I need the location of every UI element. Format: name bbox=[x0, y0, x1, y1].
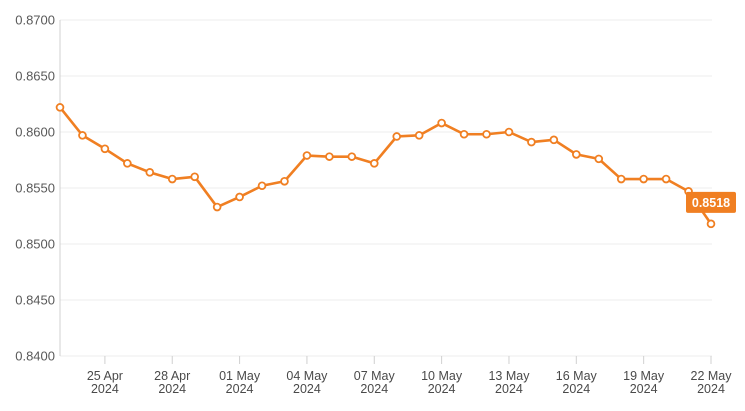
data-point bbox=[55, 103, 65, 112]
data-point bbox=[100, 144, 110, 154]
y-axis-ticks: 0.8700 0.8650 0.8600 0.8550 0.8500 0.8450 0.84… bbox=[15, 13, 55, 364]
data-point bbox=[257, 181, 267, 191]
data-point bbox=[639, 174, 648, 184]
data-point bbox=[616, 174, 626, 184]
data-point bbox=[661, 174, 671, 184]
y-tick-label: 0.8650 bbox=[15, 69, 55, 84]
data-point bbox=[504, 127, 514, 137]
data-point bbox=[459, 129, 469, 139]
x-tick-label-year: 2024 bbox=[697, 382, 725, 396]
data-point bbox=[167, 174, 177, 184]
data-point bbox=[549, 135, 559, 145]
data-point bbox=[325, 152, 334, 161]
data-point bbox=[190, 172, 199, 182]
x-tick-label-year: 2024 bbox=[91, 382, 119, 396]
last-value-badge-bg bbox=[686, 191, 736, 213]
x-tick-label-year: 2024 bbox=[495, 382, 523, 396]
x-tick-label-year: 2024 bbox=[293, 382, 321, 396]
x-tick-label-year: 2024 bbox=[226, 382, 254, 396]
series bbox=[55, 103, 716, 229]
x-tick-label-date: 22 May bbox=[691, 369, 733, 383]
data-point bbox=[594, 154, 604, 164]
data-point bbox=[572, 150, 581, 159]
data-point bbox=[235, 192, 244, 202]
data-point bbox=[302, 151, 312, 160]
data-point bbox=[527, 137, 536, 147]
y-tick-label: 0.8450 bbox=[15, 293, 55, 308]
y-tick-label: 0.8550 bbox=[15, 181, 55, 196]
data-point bbox=[78, 131, 87, 140]
data-point bbox=[706, 219, 716, 229]
x-tick-label-date: 13 May bbox=[488, 369, 530, 383]
x-tick-label-year: 2024 bbox=[360, 382, 388, 396]
x-tick-label-year: 2024 bbox=[562, 382, 590, 396]
y-tick-label: 0.8700 bbox=[15, 13, 55, 28]
x-tick-label-year: 2024 bbox=[428, 382, 456, 396]
data-point bbox=[145, 168, 155, 177]
y-tick-label: 0.8600 bbox=[15, 125, 55, 140]
data-point bbox=[347, 152, 357, 161]
data-point bbox=[280, 176, 289, 186]
x-tick-label-date: 19 May bbox=[623, 369, 665, 383]
last-value-label: 0.8518 bbox=[692, 196, 730, 210]
x-tick-label-year: 2024 bbox=[630, 382, 658, 396]
x-tick-label-year: 2024 bbox=[158, 382, 186, 396]
x-tick-label-date: 07 May bbox=[354, 369, 396, 383]
x-tick-label-date: 25 Apr bbox=[87, 369, 123, 383]
data-point bbox=[437, 118, 446, 128]
data-point bbox=[369, 159, 379, 168]
data-point bbox=[414, 131, 424, 140]
x-tick-label-date: 28 Apr bbox=[154, 369, 190, 383]
data-point bbox=[482, 129, 491, 139]
x-tick-label-date: 16 May bbox=[556, 369, 598, 383]
gridlines bbox=[60, 19, 712, 357]
x-tick-label-date: 10 May bbox=[421, 369, 463, 383]
data-point bbox=[212, 202, 222, 212]
data-point bbox=[123, 159, 132, 168]
last-value-badge: 0.8518 bbox=[686, 191, 736, 213]
y-tick-label: 0.8500 bbox=[15, 237, 55, 252]
data-point bbox=[392, 132, 402, 141]
y-tick-label: 0.8400 bbox=[15, 349, 55, 364]
series-line bbox=[58, 106, 713, 226]
x-tick-label-date: 01 May bbox=[219, 369, 261, 383]
x-tick-label-date: 04 May bbox=[286, 369, 328, 383]
